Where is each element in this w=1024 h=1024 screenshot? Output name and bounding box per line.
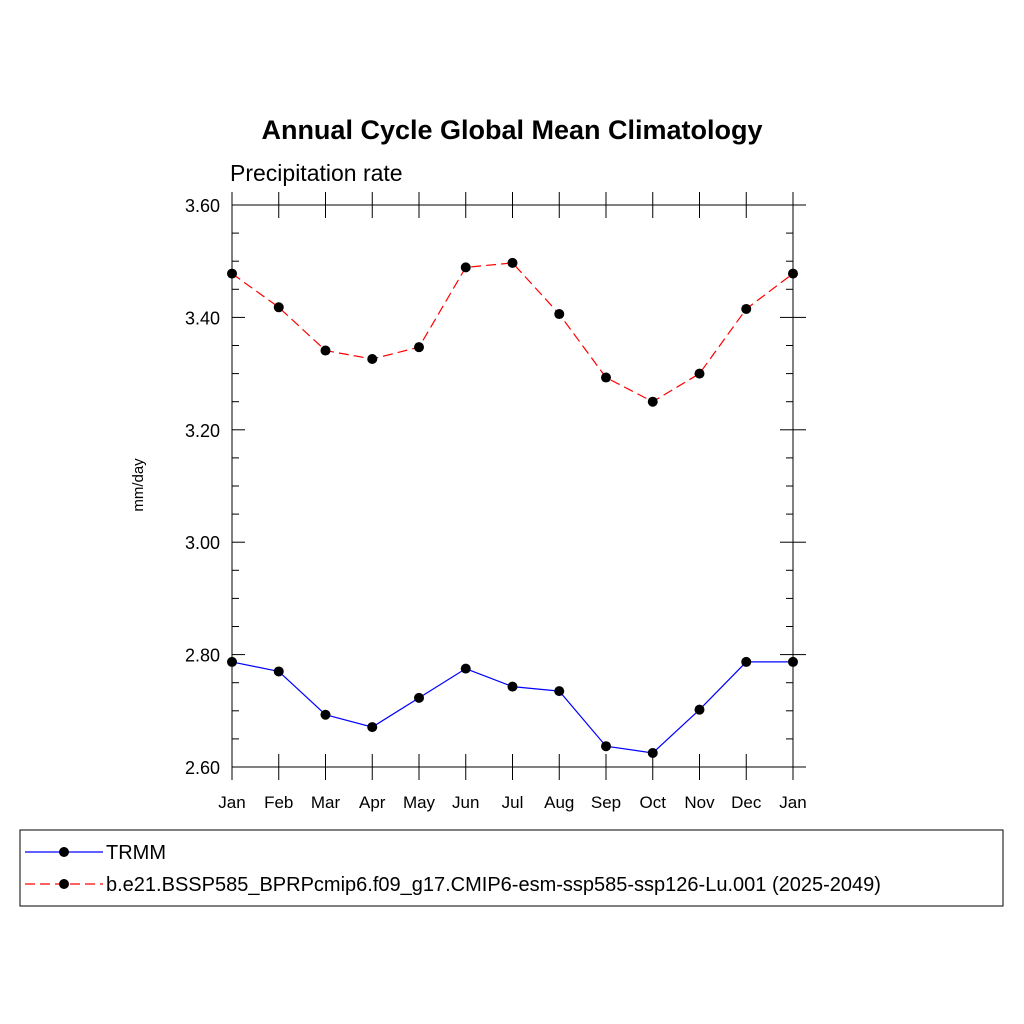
x-tick-label: Apr: [359, 793, 386, 812]
x-tick-label: Aug: [544, 793, 574, 812]
axes: 2.60 2.80 3.00 3.20 3.40 3.60 Jan Feb Mar Apr May J…: [185, 192, 807, 812]
x-tick-label: Oct: [640, 793, 667, 812]
x-tick-label: Nov: [684, 793, 715, 812]
chart-subtitle: Precipitation rate: [230, 160, 403, 186]
y-tick-label: 3.00: [185, 533, 220, 553]
data-point: [554, 309, 565, 320]
data-point: [694, 704, 705, 715]
data-point: [320, 709, 331, 720]
data-point: [601, 372, 611, 383]
y-tick-label: 3.60: [185, 196, 220, 216]
data-point: [320, 345, 331, 356]
legend-box: [19, 829, 1004, 907]
legend-marker: [59, 879, 69, 889]
data-point: [647, 747, 658, 758]
data-point: [647, 396, 658, 407]
chart-title: Annual Cycle Global Mean Climatology: [261, 115, 762, 145]
x-tick-label: May: [403, 793, 436, 812]
y-tick-label: 3.40: [185, 308, 220, 328]
data-point: [367, 353, 378, 364]
data-point: [694, 368, 705, 379]
x-tick-label: Jul: [502, 793, 524, 812]
data-point: [741, 303, 752, 314]
x-tick-label: Dec: [731, 793, 762, 812]
y-axis-label: mm/day: [130, 458, 147, 512]
x-tick-label: Mar: [311, 793, 341, 812]
x-tick-label: Jan: [779, 793, 806, 812]
data-point: [601, 741, 611, 752]
legend-label: TRMM: [106, 842, 166, 864]
x-tick-label: Jan: [218, 793, 245, 812]
data-point: [273, 302, 284, 313]
series-line: [231, 661, 793, 754]
data-point: [273, 666, 284, 677]
y-tick-label: 2.80: [185, 646, 220, 666]
y-tick-label: 3.20: [185, 421, 220, 441]
data-point: [554, 686, 565, 697]
series-line: [231, 262, 794, 403]
data-point: [414, 692, 424, 703]
data-point: [367, 722, 378, 733]
data-point: [741, 656, 752, 667]
legend-marker: [59, 847, 69, 857]
plot-area: [227, 257, 798, 758]
x-tick-label: Jun: [452, 793, 479, 812]
data-point: [414, 342, 424, 353]
data-point: [460, 663, 471, 674]
y-tick-label: 2.60: [185, 758, 220, 778]
legend: TRMM b.e21.BSSP585_BPRPcmip6.f09_g17.CMIP…: [25, 842, 881, 896]
data-point: [507, 681, 518, 692]
x-tick-label: Sep: [591, 793, 621, 812]
legend-label: b.e21.BSSP585_BPRPcmip6.f09_g17.CMIP6-es…: [106, 874, 881, 896]
data-point: [460, 262, 471, 273]
x-tick-label: Feb: [264, 793, 293, 812]
data-point: [507, 257, 518, 268]
